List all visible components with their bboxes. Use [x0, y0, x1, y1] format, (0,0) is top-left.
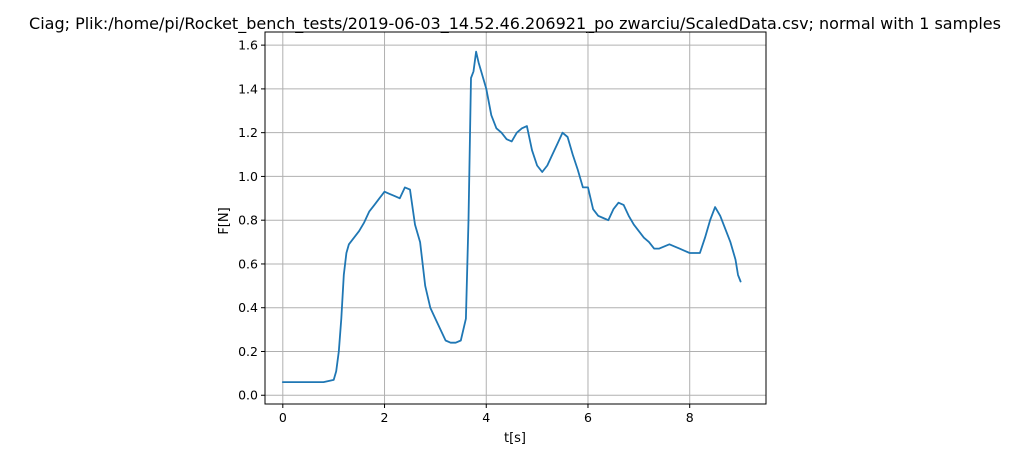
y-tick-label: 1.0: [238, 169, 258, 184]
grid: [265, 32, 766, 404]
x-tick-label: 8: [686, 410, 694, 425]
chart-title: Ciag; Plik:/home/pi/Rocket_bench_tests/2…: [29, 14, 1001, 34]
y-tick-label: 0.8: [238, 213, 258, 228]
x-tick-label: 6: [584, 410, 592, 425]
x-tick-label: 4: [482, 410, 490, 425]
y-tick-label: 1.2: [238, 125, 258, 140]
x-axis-label: t[s]: [504, 431, 526, 446]
y-tick-label: 1.4: [238, 81, 258, 96]
plot-frame: [264, 31, 767, 405]
x-tick-label: 2: [381, 410, 389, 425]
series-layer: [281, 50, 742, 384]
y-tick-label: 1.6: [238, 38, 258, 53]
y-tick-label: 0.4: [238, 300, 258, 315]
ticks: 0 2 4 6 8 0.0 0.2 0.4 0.6 0.8 1.0 1.2 1.4 1.6: [238, 38, 694, 425]
y-axis-label: F[N]: [217, 207, 232, 234]
y-tick-label: 0.0: [238, 388, 258, 403]
x-tick-label: 0: [279, 410, 287, 425]
series-line: [281, 50, 742, 384]
y-tick-label: 0.2: [238, 344, 258, 359]
y-tick-label: 0.6: [238, 256, 258, 271]
